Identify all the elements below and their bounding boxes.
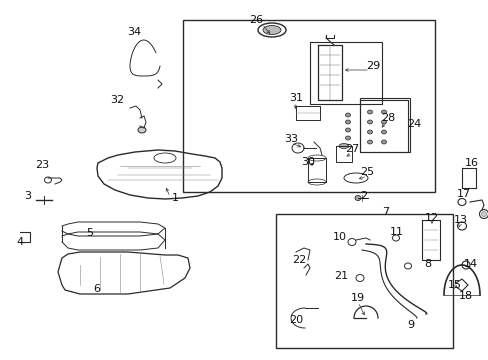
Text: 21: 21 xyxy=(333,271,347,281)
Ellipse shape xyxy=(345,113,350,117)
Ellipse shape xyxy=(263,26,281,35)
Text: 22: 22 xyxy=(291,255,305,265)
Text: 29: 29 xyxy=(365,61,379,71)
Text: 18: 18 xyxy=(458,291,472,301)
Bar xyxy=(183,20,434,192)
Text: 33: 33 xyxy=(284,134,297,144)
Text: 34: 34 xyxy=(127,27,141,37)
Ellipse shape xyxy=(381,140,386,144)
Text: 4: 4 xyxy=(17,237,23,247)
Text: 9: 9 xyxy=(407,320,414,330)
Text: 6: 6 xyxy=(93,284,101,294)
Ellipse shape xyxy=(338,144,348,148)
Bar xyxy=(309,42,381,104)
Text: 16: 16 xyxy=(464,158,478,168)
Text: 13: 13 xyxy=(453,215,467,225)
Text: 12: 12 xyxy=(424,213,438,223)
Ellipse shape xyxy=(345,128,350,132)
Text: 20: 20 xyxy=(288,315,303,325)
Bar xyxy=(275,214,452,348)
Text: 3: 3 xyxy=(24,191,31,201)
Text: 17: 17 xyxy=(456,189,470,199)
Ellipse shape xyxy=(381,110,386,114)
Ellipse shape xyxy=(367,130,372,134)
Text: 28: 28 xyxy=(380,113,394,123)
Bar xyxy=(359,98,409,152)
Text: 25: 25 xyxy=(359,167,373,177)
Text: 32: 32 xyxy=(110,95,124,105)
Text: 11: 11 xyxy=(389,227,403,237)
Text: 24: 24 xyxy=(406,119,420,129)
Ellipse shape xyxy=(367,110,372,114)
Text: 30: 30 xyxy=(301,157,314,167)
Text: 14: 14 xyxy=(463,259,477,269)
Ellipse shape xyxy=(381,130,386,134)
Ellipse shape xyxy=(354,195,360,201)
Text: 26: 26 xyxy=(248,15,263,25)
Ellipse shape xyxy=(381,120,386,124)
Text: 8: 8 xyxy=(424,259,431,269)
Text: 7: 7 xyxy=(382,207,389,217)
Text: 2: 2 xyxy=(360,191,367,201)
Ellipse shape xyxy=(345,120,350,124)
Ellipse shape xyxy=(345,136,350,140)
Ellipse shape xyxy=(367,120,372,124)
Text: 31: 31 xyxy=(288,93,303,103)
Ellipse shape xyxy=(138,127,146,133)
Text: 1: 1 xyxy=(171,193,178,203)
Text: 23: 23 xyxy=(35,160,49,170)
Text: 19: 19 xyxy=(350,293,365,303)
Text: 27: 27 xyxy=(344,144,358,154)
Text: 5: 5 xyxy=(86,228,93,238)
Ellipse shape xyxy=(481,211,486,216)
Ellipse shape xyxy=(367,140,372,144)
Text: 15: 15 xyxy=(447,280,461,290)
Text: 10: 10 xyxy=(332,232,346,242)
